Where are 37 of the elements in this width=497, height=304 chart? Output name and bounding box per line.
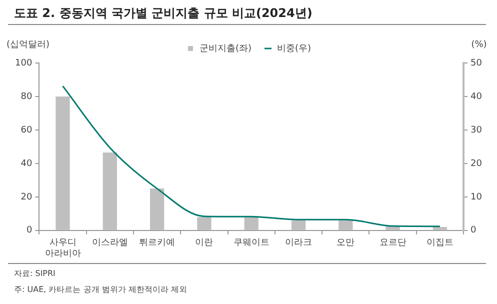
y2-tick-label: 40 <box>470 92 482 102</box>
x-tick-label: 튀르키예 <box>139 238 176 248</box>
x-tick-label: 이스라엘 <box>92 238 128 248</box>
bar <box>56 96 70 230</box>
y2-tick-label: 20 <box>470 158 482 169</box>
y2-tick-label: 50 <box>470 58 482 68</box>
bar <box>150 188 164 230</box>
y2-tick-label: 30 <box>470 125 482 136</box>
y2-tick-label: 10 <box>470 192 482 202</box>
y-tick-label: 40 <box>20 158 32 169</box>
x-tick-label: 오만 <box>336 238 355 248</box>
legend-label: 군비지출(좌) <box>199 44 252 54</box>
bar <box>102 152 117 230</box>
y-tick-label: 80 <box>20 92 32 102</box>
bar <box>244 217 258 230</box>
text: 주: UAE, 카타르는 공개 범위가 제한적이라 제외 <box>14 284 187 295</box>
bar <box>338 220 353 230</box>
x-tick-label: 요르단 <box>379 238 406 248</box>
y-tick-label: 0 <box>26 226 32 236</box>
bar <box>197 217 212 230</box>
x-tick-label: 이란 <box>195 238 214 248</box>
x-tick-label: 쿠웨이트 <box>233 238 270 248</box>
x-tick-label: 사우디 아라비아 <box>44 238 81 259</box>
y-tick-label: 100 <box>14 58 32 68</box>
y-axis-title: (십억달러) <box>6 40 50 50</box>
bar <box>291 220 306 230</box>
text: 자료: SIPRI <box>14 268 56 279</box>
y-tick-label: 60 <box>20 125 32 136</box>
chart-title: 도표 2. 중동지역 국가별 군비지출 규모 비교(2024년) <box>14 5 312 22</box>
bar <box>432 227 448 230</box>
line-series <box>62 85 441 228</box>
x-tick-label: 이라크 <box>285 238 312 248</box>
x-tick-label: 이집트 <box>426 238 454 248</box>
y2-tick-label: 0 <box>470 226 477 236</box>
y-tick-label: 20 <box>20 192 32 202</box>
y2-axis-title: (%) <box>471 40 487 50</box>
legend-label: 비중(우) <box>277 44 312 54</box>
